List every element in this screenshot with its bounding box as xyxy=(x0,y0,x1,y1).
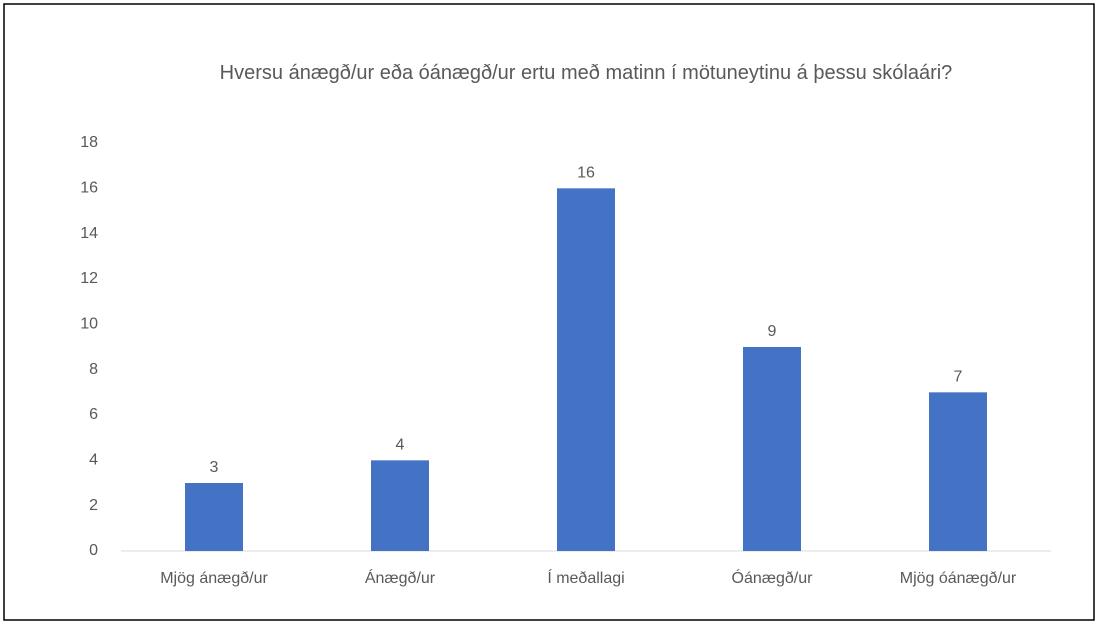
data-label: 16 xyxy=(577,165,595,182)
data-label: 9 xyxy=(768,323,777,340)
chart-border xyxy=(3,3,1095,621)
y-tick-label: 10 xyxy=(80,316,98,333)
bar xyxy=(185,483,243,551)
y-tick-label: 2 xyxy=(89,497,98,514)
data-label: 4 xyxy=(396,437,405,454)
y-tick-label: 0 xyxy=(89,542,98,559)
bar xyxy=(371,460,429,551)
x-tick-label: Óánægð/ur xyxy=(732,568,814,587)
x-tick-label: Mjög óánægð/ur xyxy=(900,570,1017,587)
y-tick-label: 14 xyxy=(80,225,98,242)
x-tick-label: Ánægð/ur xyxy=(365,568,436,587)
y-tick-label: 16 xyxy=(80,180,98,197)
y-tick-label: 6 xyxy=(89,406,98,423)
data-label: 7 xyxy=(954,369,963,386)
x-tick-label: Í meðallagi xyxy=(547,568,624,587)
chart-title: Hversu ánægð/ur eða óánægð/ur ertu með m… xyxy=(219,62,953,84)
bar xyxy=(929,392,987,551)
y-tick-label: 4 xyxy=(89,452,98,469)
bar xyxy=(743,347,801,551)
bar xyxy=(557,188,615,552)
y-tick-label: 18 xyxy=(80,134,98,151)
x-tick-label: Mjög ánægð/ur xyxy=(160,570,268,587)
data-label: 3 xyxy=(210,459,219,476)
y-tick-label: 12 xyxy=(80,270,98,287)
y-tick-label: 8 xyxy=(89,361,98,378)
